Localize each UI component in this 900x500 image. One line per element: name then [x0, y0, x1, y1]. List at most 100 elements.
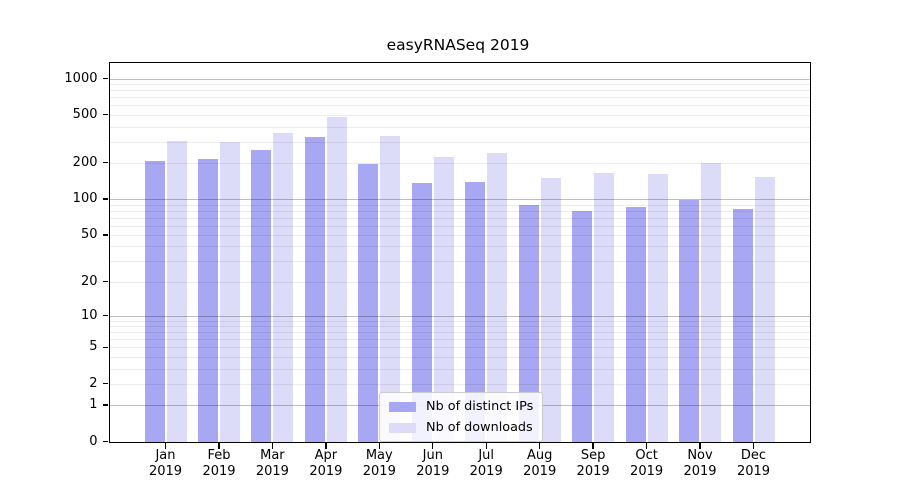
legend-label-downloads: Nb of downloads	[426, 420, 533, 435]
bar-downloads-jun	[433, 156, 454, 442]
bar-downloads-nov	[701, 162, 722, 442]
bar-ips-nov	[679, 200, 700, 442]
bar-downloads-may	[380, 135, 401, 442]
bar-ips-apr	[304, 136, 325, 442]
gridline-minor	[109, 114, 810, 116]
x-tick-mark	[325, 443, 327, 449]
chart-title: easyRNASeq 2019	[386, 36, 530, 54]
legend-item-distinct-ips: Nb of distinct IPs	[389, 398, 533, 415]
x-tick-label-feb: Feb 2019	[202, 447, 236, 480]
x-tick-mark	[218, 443, 220, 449]
gridline-minor	[109, 356, 810, 358]
gridline-minor	[109, 339, 810, 341]
gridline-major	[109, 315, 810, 317]
gridline-minor	[109, 97, 810, 99]
legend-swatch-distinct-ips	[389, 401, 416, 412]
gridline-minor	[109, 210, 810, 212]
bar-ips-mar	[251, 150, 272, 442]
bar-downloads-oct	[647, 173, 668, 442]
bar-ips-may	[358, 163, 379, 442]
y-tick-label: 20	[80, 273, 98, 289]
gridline-minor	[109, 234, 810, 236]
gridline-minor	[109, 90, 810, 92]
x-tick-mark	[699, 443, 701, 449]
gridline-minor	[109, 368, 810, 370]
bar-ips-aug	[518, 205, 539, 442]
x-tick-mark	[164, 443, 167, 449]
bar-downloads-aug	[540, 177, 561, 442]
gridline-minor	[109, 126, 810, 128]
y-tick-mark	[102, 314, 108, 317]
x-tick-mark	[432, 443, 434, 449]
x-tick-label-sep: Sep 2019	[576, 447, 610, 480]
y-tick-mark	[102, 198, 108, 200]
x-tick-label-dec: Dec 2019	[736, 447, 771, 480]
x-tick-mark	[271, 443, 274, 449]
x-tick-label-apr: Apr 2019	[309, 447, 343, 480]
y-tick-mark	[102, 383, 108, 385]
y-tick-label: 100	[72, 191, 98, 206]
y-tick-mark	[102, 346, 108, 348]
y-tick-label: 10	[80, 307, 98, 323]
gridline-minor	[109, 162, 810, 164]
x-tick-label-jun: Jun 2019	[416, 447, 450, 480]
gridline-minor	[109, 204, 810, 206]
bar-downloads-sep	[594, 172, 615, 442]
gridline-minor	[109, 332, 810, 334]
plot-area: 0 1 2 5 10 20 50 100 200 500 1000 Jan 2019 Feb 2019 M…	[64, 61, 811, 479]
gridline-minor	[109, 281, 810, 283]
bar-ips-jun	[411, 183, 432, 442]
gridline-major	[109, 78, 810, 80]
gridline-minor	[109, 261, 810, 262]
x-tick-label-jul: Jul 2019	[469, 447, 503, 480]
x-tick-label-mar: Mar 2019	[255, 447, 289, 480]
bar-downloads-apr	[326, 117, 347, 442]
x-tick-mark	[752, 443, 755, 449]
y-tick-mark	[102, 280, 108, 283]
bar-downloads-jul	[487, 152, 508, 442]
y-tick-mark	[102, 114, 108, 116]
y-tick-mark	[102, 234, 108, 236]
y-tick-label: 50	[80, 226, 98, 242]
gridline-minor	[109, 225, 810, 227]
bar-downloads-feb	[219, 142, 240, 442]
x-tick-mark	[592, 443, 594, 449]
x-tick-label-may: May 2019	[362, 447, 396, 480]
bar-ips-jul	[465, 181, 486, 442]
x-tick-mark	[378, 443, 380, 449]
legend: Nb of distinct IPs Nb of downloads	[379, 392, 544, 442]
x-tick-mark	[485, 443, 487, 449]
bar-ips-oct	[625, 207, 646, 442]
y-tick-label: 1000	[64, 70, 98, 86]
bar-downloads-mar	[273, 132, 294, 442]
bar-downloads-jan	[166, 141, 187, 442]
legend-label-distinct-ips: Nb of distinct IPs	[426, 399, 534, 414]
legend-swatch-downloads	[389, 422, 416, 433]
x-tick-mark	[645, 443, 648, 449]
x-tick-label-oct: Oct 2019	[630, 447, 664, 480]
bar-ips-feb	[197, 159, 218, 442]
gridline-minor	[109, 84, 810, 85]
gridline-minor	[109, 320, 810, 322]
gridline-minor	[109, 217, 810, 219]
legend-item-downloads: Nb of downloads	[389, 419, 533, 436]
y-tick-mark	[102, 404, 108, 406]
gridline-minor	[109, 383, 810, 385]
y-tick-label: 2	[89, 375, 98, 391]
y-tick-label: 500	[72, 106, 98, 122]
bar-ips-sep	[572, 211, 593, 442]
gridline-minor	[109, 246, 810, 248]
y-tick-mark	[102, 162, 108, 164]
x-tick-label-nov: Nov 2019	[683, 447, 717, 480]
bar-downloads-dec	[754, 177, 775, 442]
y-tick-label: 200	[72, 154, 98, 170]
y-tick-label: 1	[89, 397, 98, 413]
x-tick-label-jan: Jan 2019	[148, 447, 183, 480]
gridline-minor	[109, 347, 810, 349]
x-tick-mark	[539, 443, 541, 449]
bar-ips-dec	[732, 209, 753, 442]
y-tick-mark	[102, 77, 108, 80]
y-tick-mark	[102, 440, 108, 443]
gridline-minor	[109, 141, 810, 143]
